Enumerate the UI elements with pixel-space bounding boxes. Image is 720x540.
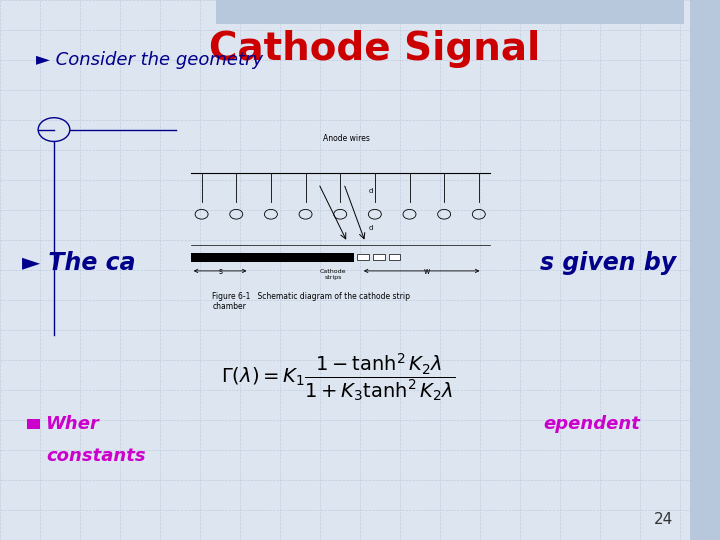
Bar — [373, 254, 384, 260]
Text: ► The ca: ► The ca — [22, 251, 135, 275]
Bar — [216, 0, 684, 24]
Text: s: s — [218, 267, 222, 275]
Text: 24: 24 — [654, 511, 673, 526]
Text: s given by: s given by — [540, 251, 676, 275]
Bar — [184, 130, 497, 284]
Text: ependent: ependent — [544, 415, 641, 433]
Text: constants: constants — [47, 447, 146, 465]
Bar — [27, 419, 40, 429]
Text: w: w — [424, 267, 430, 275]
Text: ► Consider the geometry: ► Consider the geometry — [36, 51, 263, 69]
Text: Wher: Wher — [45, 415, 99, 433]
Text: d: d — [369, 225, 374, 231]
Bar — [690, 0, 720, 540]
Text: Figure 6-1   Schematic diagram of the cathode strip
chamber: Figure 6-1 Schematic diagram of the cath… — [212, 292, 410, 311]
Bar — [357, 254, 369, 260]
Text: Cathode Signal: Cathode Signal — [209, 30, 540, 68]
Text: $\Gamma(\lambda) = K_1 \dfrac{1 - \tanh^2 K_2 \lambda}{1 + K_3 \tanh^2 K_2 \lamb: $\Gamma(\lambda) = K_1 \dfrac{1 - \tanh^… — [221, 352, 456, 404]
Text: Cathode
strips: Cathode strips — [320, 269, 346, 280]
Bar — [191, 253, 354, 262]
Text: d: d — [369, 188, 374, 194]
Bar — [389, 254, 400, 260]
Text: Anode wires: Anode wires — [323, 134, 370, 143]
